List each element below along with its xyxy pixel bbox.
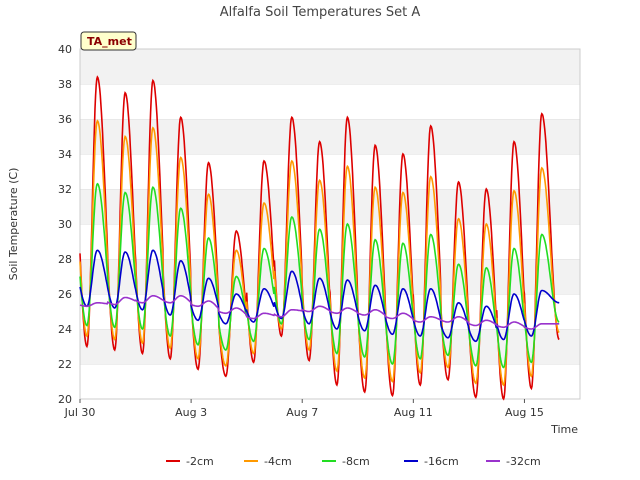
- y-tick-label: 40: [58, 43, 72, 56]
- y-tick-label: 34: [58, 148, 72, 161]
- legend-label: -32cm: [506, 455, 541, 468]
- y-axis-label: Soil Temperature (C): [7, 168, 20, 281]
- y-tick-label: 22: [58, 358, 72, 371]
- grid-band: [80, 189, 580, 224]
- y-tick-label: 24: [58, 323, 72, 336]
- legend-label: -8cm: [342, 455, 370, 468]
- series-line-minus-16cm: [79, 249, 560, 343]
- x-tick-label: Aug 3: [175, 406, 207, 419]
- site-label-box: TA_met: [80, 31, 137, 51]
- grid-bands: [80, 48, 580, 399]
- y-tick-label: 32: [58, 183, 72, 196]
- y-tick-label: 28: [58, 253, 72, 266]
- series-line-minus-8cm: [79, 182, 560, 369]
- site-label-background: [80, 31, 137, 51]
- legend-label: -16cm: [424, 455, 459, 468]
- x-tick-label: Aug 15: [505, 406, 544, 419]
- y-tick-label: 38: [58, 78, 72, 91]
- y-axis-ticks: 20 22 24 26 28 30 32 34 36 38 40: [58, 43, 72, 406]
- grid-band: [80, 154, 580, 189]
- x-tick-label: Jul 30: [64, 406, 96, 419]
- series-lines: [79, 75, 560, 401]
- grid-band: [80, 364, 580, 399]
- grid-band: [80, 329, 580, 364]
- legend-label: -2cm: [186, 455, 214, 468]
- x-tick-label: Aug 11: [394, 406, 433, 419]
- x-tick-label: Aug 7: [286, 406, 318, 419]
- legend-label: -4cm: [264, 455, 292, 468]
- y-tick-label: 26: [58, 288, 72, 301]
- grid-band: [80, 49, 580, 84]
- chart-title: Alfalfa Soil Temperatures Set A: [220, 5, 421, 20]
- x-axis-label: Time: [550, 423, 578, 436]
- legend: -2cm -4cm -8cm -16cm -32cm: [166, 455, 541, 468]
- y-tick-label: 36: [58, 113, 72, 126]
- grid-band: [80, 119, 580, 154]
- y-tick-label: 20: [58, 393, 72, 406]
- series-line-minus-32cm: [79, 294, 560, 330]
- x-axis-ticks: Jul 30 Aug 3 Aug 7 Aug 11 Aug 15: [64, 399, 544, 419]
- plot-frame: [79, 48, 581, 400]
- site-label: TA_met: [87, 35, 132, 48]
- y-tick-label: 30: [58, 218, 72, 231]
- grid-band: [80, 84, 580, 119]
